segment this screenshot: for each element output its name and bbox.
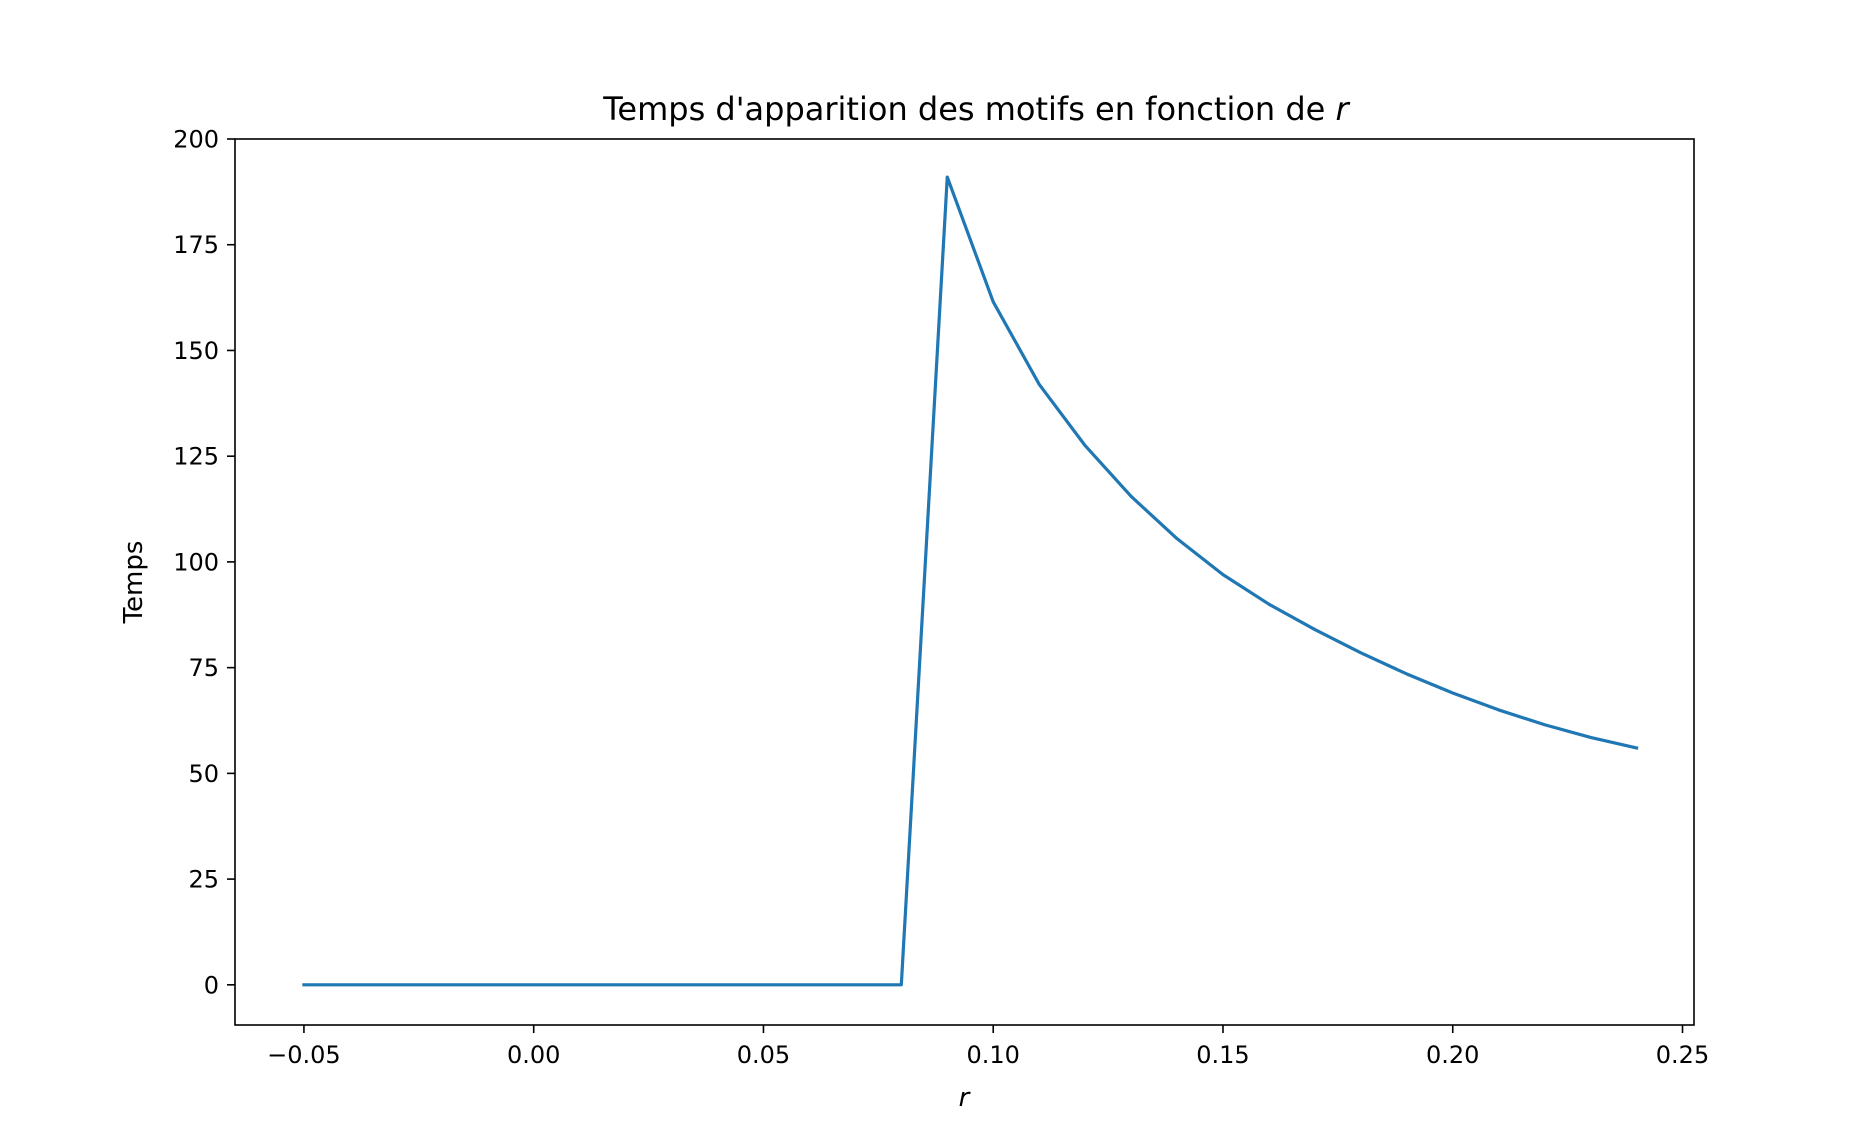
chart-title-text: Temps d'apparition des motifs en fonctio… xyxy=(602,90,1325,128)
y-tick-label: 100 xyxy=(173,548,219,576)
y-axis-label: Temps xyxy=(119,541,149,625)
y-tick-label: 200 xyxy=(173,126,219,154)
x-tick-label: 0.25 xyxy=(1656,1041,1709,1069)
y-tick-label: 150 xyxy=(173,337,219,365)
plot-layer xyxy=(302,175,1639,987)
y-tick-label: 50 xyxy=(188,760,219,788)
chart-title-variable: r xyxy=(1336,90,1351,128)
x-tick-label: 0.00 xyxy=(507,1041,560,1069)
chart-title: Temps d'apparition des motifs en fonctio… xyxy=(602,90,1350,128)
y-tick-label: 25 xyxy=(188,866,219,894)
x-axis-label: r xyxy=(959,1083,972,1113)
x-tick-label: 0.15 xyxy=(1196,1041,1249,1069)
x-axis: −0.05 0.00 0.05 0.10 0.15 0.20 0.25 xyxy=(267,1025,1709,1069)
x-tick-label: 0.05 xyxy=(737,1041,790,1069)
x-tick-label: 0.10 xyxy=(967,1041,1020,1069)
y-tick-label: 0 xyxy=(204,971,219,999)
plot-frame xyxy=(234,138,1695,1026)
y-axis: 0 25 50 75 100 125 150 175 200 xyxy=(173,126,235,999)
y-tick-label: 75 xyxy=(188,654,219,682)
x-tick-label: −0.05 xyxy=(267,1041,341,1069)
x-tick-label: 0.20 xyxy=(1426,1041,1479,1069)
y-tick-label: 175 xyxy=(173,231,219,259)
series-line-0 xyxy=(302,175,1639,987)
y-tick-label: 125 xyxy=(173,443,219,471)
